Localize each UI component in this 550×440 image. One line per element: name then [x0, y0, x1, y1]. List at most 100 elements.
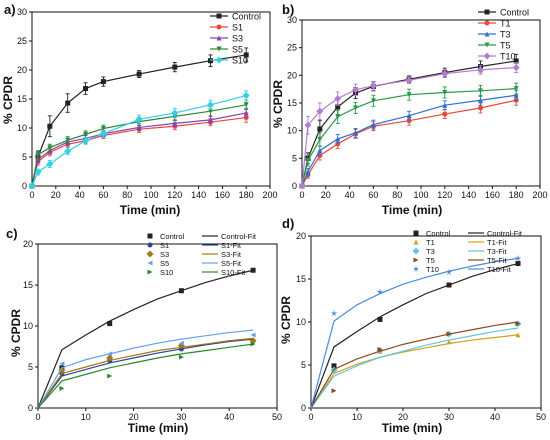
data-point — [353, 130, 359, 136]
legend-label: T10 — [500, 52, 516, 62]
x-tick-label: 140 — [461, 190, 476, 200]
y-axis-label: % CPDR — [1, 76, 15, 124]
x-tick-label: 60 — [98, 190, 108, 200]
legend-marker — [147, 260, 153, 266]
series-line — [31, 112, 247, 187]
data-point — [99, 130, 107, 138]
fit-line — [310, 334, 519, 409]
x-tick-label: 0 — [29, 190, 34, 200]
legend-fit-label: Control-Fit — [487, 229, 523, 238]
legend-marker — [215, 56, 223, 64]
data-point — [478, 88, 483, 94]
data-point — [178, 288, 184, 294]
x-tick-label: 30 — [444, 412, 454, 422]
data-point — [136, 71, 142, 77]
data-point — [335, 141, 341, 147]
data-point — [317, 137, 323, 143]
y-tick-label: 20 — [287, 70, 297, 80]
legend-fit-label: T10-Fit — [487, 265, 512, 274]
series-line — [31, 94, 247, 187]
legend: Control Control-Fit T1 T1-Fit T3 T3-Fit T5 T5-F… — [412, 229, 523, 274]
x-tick-label: 160 — [215, 190, 230, 200]
x-tick-label: 20 — [398, 412, 408, 422]
x-tick-label: 120 — [437, 190, 452, 200]
data-point — [477, 66, 484, 74]
legend-marker — [216, 35, 222, 41]
legend-label: S3 — [160, 250, 169, 259]
data-point — [478, 97, 483, 103]
series-line — [301, 88, 517, 187]
data-point — [512, 64, 520, 72]
legend-marker — [412, 265, 420, 272]
data-point — [250, 332, 256, 338]
x-tick-label: 200 — [262, 190, 277, 200]
data-point — [442, 102, 448, 108]
data-point — [446, 282, 452, 288]
legend-fit-label: S1-Fit — [221, 241, 242, 250]
data-point — [208, 117, 213, 123]
data-point — [335, 136, 341, 142]
legend-marker — [147, 233, 153, 239]
legend-label: S10 — [232, 56, 248, 66]
data-point — [305, 158, 311, 164]
legend-label: T5 — [500, 41, 511, 51]
data-point — [46, 160, 54, 168]
fit-line — [310, 262, 519, 409]
x-tick-label: 40 — [490, 412, 500, 422]
data-point — [171, 109, 179, 117]
y-tick-label: 15 — [296, 274, 306, 284]
series-line — [31, 116, 247, 187]
data-point — [82, 137, 90, 145]
x-tick-label: 100 — [143, 190, 158, 200]
data-point — [513, 58, 519, 64]
data-point — [107, 373, 113, 379]
legend-marker — [413, 230, 419, 236]
y-tick-label: 10 — [17, 123, 27, 133]
series-line — [31, 54, 247, 187]
data-point — [243, 52, 249, 58]
legend-marker — [484, 31, 490, 37]
data-point — [334, 95, 342, 103]
data-point — [352, 86, 360, 94]
legend-fit-label: S10-Fit — [221, 268, 246, 277]
series-line — [301, 99, 517, 187]
y-tick-label: 10 — [296, 317, 306, 327]
y-tick-label: 10 — [287, 126, 297, 136]
x-tick-label: 80 — [122, 190, 132, 200]
data-point — [243, 102, 249, 108]
y-tick-label: 25 — [17, 36, 27, 46]
x-tick-label: 80 — [392, 190, 402, 200]
series-s5 — [37, 329, 256, 409]
data-point — [107, 351, 113, 357]
series-t10 — [298, 62, 520, 190]
legend-label: T10 — [426, 265, 439, 274]
y-tick-label: 0 — [22, 181, 27, 191]
fit-line — [37, 337, 254, 409]
data-point — [514, 254, 522, 262]
data-point — [515, 332, 521, 338]
data-point — [65, 137, 71, 143]
data-point — [317, 126, 323, 132]
y-tick-label: 10 — [23, 321, 33, 331]
legend-label: S1 — [232, 23, 243, 33]
legend-label: Control — [232, 12, 261, 22]
data-point — [172, 64, 178, 70]
legend-marker — [216, 13, 222, 19]
x-tick-label: 20 — [129, 412, 139, 422]
data-point — [406, 113, 412, 119]
data-point — [335, 114, 341, 120]
data-point — [515, 321, 521, 327]
x-tick-label: 140 — [191, 190, 206, 200]
legend-label: Control — [500, 8, 529, 18]
series-t3 — [299, 89, 519, 189]
legend-marker — [147, 269, 153, 275]
data-point — [83, 86, 89, 92]
x-tick-label: 20 — [321, 190, 331, 200]
data-point — [317, 153, 323, 159]
y-tick-label: 20 — [23, 239, 33, 249]
series-line — [301, 94, 517, 187]
data-point — [47, 123, 53, 129]
series-line — [31, 104, 247, 187]
data-point — [35, 152, 41, 158]
series-t1 — [310, 332, 521, 409]
